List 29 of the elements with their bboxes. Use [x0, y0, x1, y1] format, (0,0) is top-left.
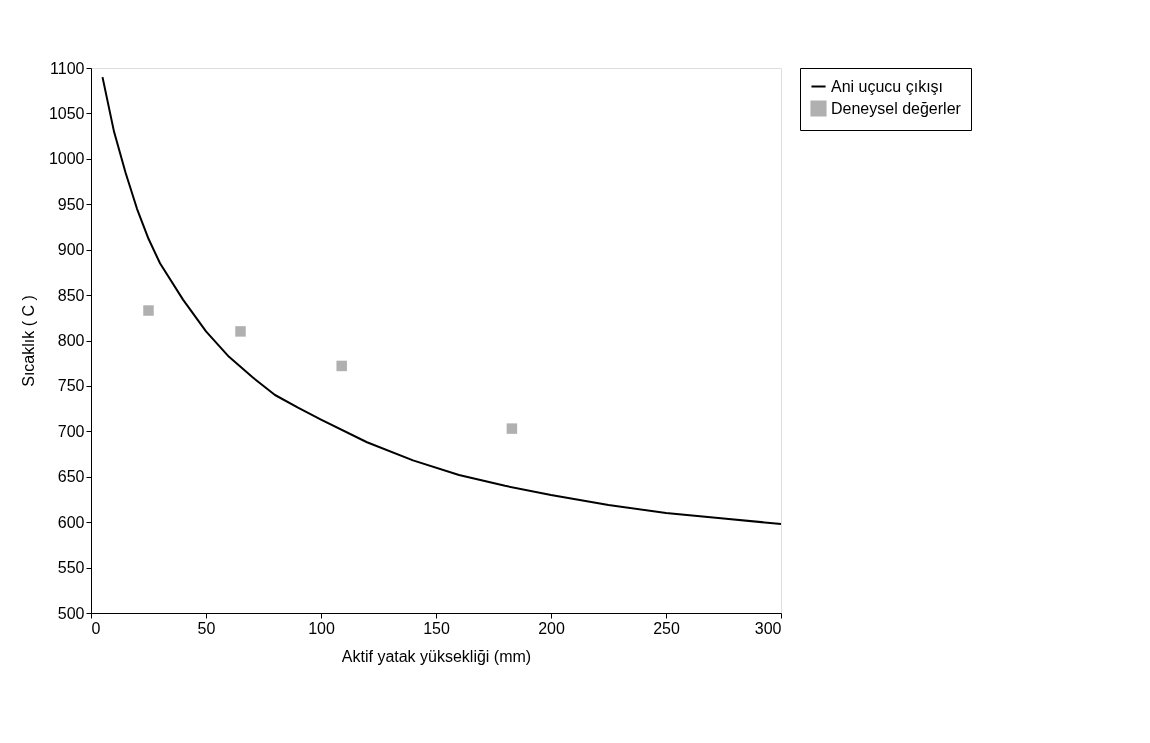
line-series [101, 76, 782, 525]
x-tick-label: 200 [538, 619, 565, 637]
x-tick-label: 300 [754, 619, 782, 637]
y-tick-label: 650 [57, 468, 85, 486]
x-tick-label: 0 [91, 619, 101, 637]
x-tick-label: 250 [653, 619, 680, 637]
y-tick-label: 950 [57, 195, 85, 213]
y-axis-title: Sıcaklık ( C ) [19, 295, 37, 387]
x-tick-label: 50 [197, 619, 216, 637]
legend-label: Deneysel değerler [831, 99, 962, 117]
legend-label: Ani uçucu çıkışı [831, 77, 944, 95]
point [506, 423, 518, 434]
y-tick-label: 1050 [48, 104, 85, 122]
y-tick-label: 550 [57, 559, 85, 577]
y-tick-label: 700 [57, 422, 85, 440]
y-tick-label: 500 [57, 604, 85, 622]
point [336, 360, 347, 372]
point [235, 326, 246, 337]
x-tick-label: 150 [423, 619, 450, 637]
y-tick-label: 1100 [50, 59, 85, 77]
y-tick-label: 800 [57, 332, 85, 349]
y-tick-label: 600 [57, 513, 85, 531]
y-tick-label: 1000 [48, 150, 85, 168]
x-tick-label: 100 [308, 619, 335, 637]
y-tick-label: 900 [57, 241, 85, 259]
point [143, 305, 154, 316]
y-tick-label: 850 [57, 286, 85, 304]
x-axis-title: Aktif yatak yüksekliği (mm) [341, 647, 532, 665]
y-tick-label: 750 [57, 377, 85, 395]
